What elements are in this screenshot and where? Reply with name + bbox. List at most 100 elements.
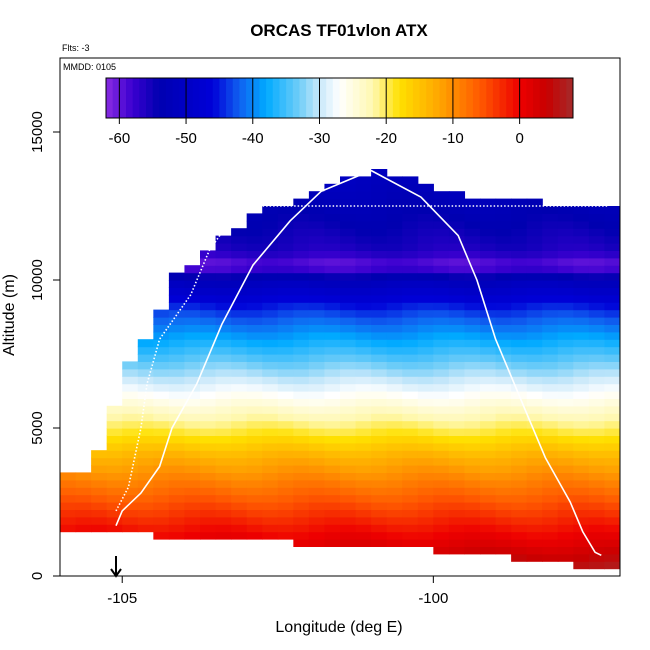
heatmap-cell — [277, 235, 294, 244]
heatmap-cell — [588, 265, 606, 274]
heatmap-cell — [636, 347, 650, 355]
colorbar-segment — [192, 78, 200, 118]
heatmap-cell — [168, 494, 186, 503]
heatmap-cell — [448, 257, 466, 266]
colorbar-segment — [319, 78, 327, 118]
heatmap-cell — [324, 509, 341, 518]
heatmap-cell — [122, 442, 139, 451]
heatmap-cell — [588, 317, 606, 325]
heatmap-cell — [448, 331, 466, 340]
heatmap-cell — [588, 450, 606, 459]
heatmap-cell — [277, 479, 294, 488]
heatmap-cell — [60, 494, 77, 503]
heatmap-cell — [573, 361, 590, 370]
heatmap-cell — [386, 539, 403, 547]
heatmap-cell — [433, 220, 450, 229]
heatmap-cell — [355, 183, 372, 192]
heatmap-cell — [464, 206, 481, 214]
heatmap-cell — [620, 561, 636, 569]
heatmap-cell — [324, 479, 341, 488]
heatmap-cell — [215, 398, 232, 407]
heatmap-cell — [371, 383, 388, 392]
heatmap-cell — [620, 361, 636, 369]
heatmap-cell — [480, 272, 497, 281]
heatmap-cell — [588, 435, 606, 444]
heatmap-cell — [448, 191, 466, 200]
heatmap-cell — [620, 273, 636, 281]
heatmap-cell — [277, 487, 294, 496]
colorbar-segment — [252, 78, 260, 118]
heatmap-cell — [542, 324, 559, 333]
heatmap-cell — [60, 509, 77, 518]
heatmap-cell — [231, 257, 248, 266]
heatmap-cell — [433, 472, 450, 481]
heatmap-cell — [137, 383, 154, 392]
heatmap-cell — [588, 413, 606, 422]
heatmap-cell — [620, 495, 636, 503]
heatmap-cell — [215, 361, 232, 370]
heatmap-cell — [480, 346, 497, 355]
heatmap-cell — [324, 376, 341, 385]
heatmap-cell — [433, 331, 450, 340]
colorbar-segment — [486, 78, 494, 118]
heatmap-cell — [215, 250, 232, 259]
heatmap-cell — [511, 294, 528, 303]
heatmap-cell — [215, 376, 232, 385]
heatmap-cell — [620, 376, 636, 384]
heatmap-cell — [526, 405, 543, 414]
heatmap-cell — [464, 524, 481, 533]
heatmap-cell — [168, 302, 186, 311]
heatmap-cell — [542, 331, 559, 340]
heatmap-cell — [246, 516, 263, 525]
heatmap-cell — [542, 435, 559, 444]
heatmap-cell — [588, 346, 606, 355]
colorbar-segment — [306, 78, 314, 118]
heatmap-cell — [433, 531, 450, 540]
heatmap-cell — [526, 250, 543, 259]
heatmap-cell — [386, 183, 403, 192]
heatmap-cell — [588, 465, 606, 473]
heatmap-cell — [262, 428, 279, 436]
heatmap-cell — [557, 516, 574, 525]
heatmap-cell — [464, 302, 481, 311]
heatmap-cell — [106, 405, 123, 414]
heatmap-cell — [277, 398, 294, 407]
heatmap-cell — [340, 317, 357, 325]
heatmap-cell — [262, 368, 279, 377]
heatmap-cell — [262, 494, 279, 503]
heatmap-cell — [293, 383, 310, 392]
heatmap-cell — [542, 213, 559, 222]
colorbar-segment — [146, 78, 154, 118]
heatmap-cell — [557, 250, 574, 259]
heatmap-cell — [402, 346, 419, 355]
heatmap-cell — [262, 294, 279, 303]
heatmap-cell — [184, 457, 201, 466]
heatmap-cell — [636, 472, 650, 480]
heatmap-cell — [371, 472, 388, 481]
heatmap-cell — [588, 206, 606, 214]
heatmap-cell — [371, 280, 388, 288]
heatmap-cell — [636, 398, 650, 406]
heatmap-cell — [620, 487, 636, 495]
heatmap-cell — [340, 398, 357, 407]
heatmap-cell — [573, 339, 590, 348]
heatmap-cell — [340, 272, 357, 281]
heatmap-cell — [542, 524, 559, 533]
heatmap-cell — [495, 516, 512, 525]
heatmap-cell — [262, 361, 279, 370]
heatmap-cell — [620, 502, 636, 510]
colorbar-segment — [472, 78, 481, 118]
heatmap-cell — [168, 317, 186, 325]
heatmap-cell — [184, 294, 201, 303]
colorbar-tick-label: 0 — [515, 130, 523, 147]
heatmap-cell — [448, 524, 466, 533]
heatmap-cell — [246, 487, 263, 496]
heatmap-cell — [495, 309, 512, 318]
heatmap-cell — [168, 524, 186, 533]
heatmap-cell — [122, 391, 139, 399]
heatmap-cell — [215, 524, 232, 533]
heatmap-cell — [137, 516, 154, 525]
heatmap-cell — [340, 339, 357, 348]
heatmap-cell — [371, 339, 388, 348]
heatmap-cell — [542, 287, 559, 296]
